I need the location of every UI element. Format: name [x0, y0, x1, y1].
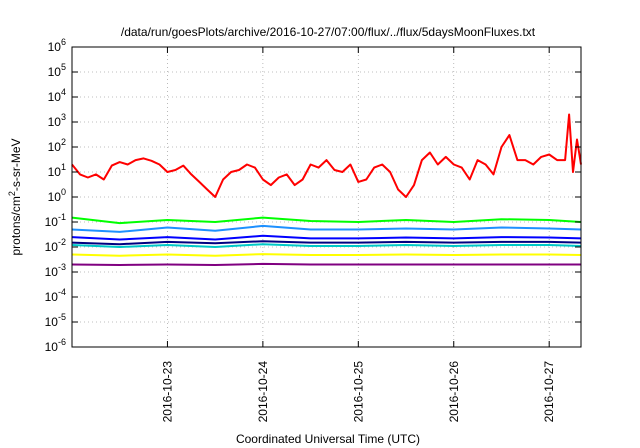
- y-axis-ticks: 10-6 10-5 10-4 10-3 10-2 10-1 100 101 102 103 104 1…: [45, 37, 581, 354]
- chart-title: /data/run/goesPlots/archive/2016-10-27/0…: [121, 25, 536, 39]
- y-tick-label: 10-3: [45, 262, 66, 279]
- x-tick-label: 2016-10-26: [447, 361, 461, 423]
- y-tick-label: 10-5: [45, 312, 66, 329]
- y-tick-label: 104: [48, 87, 66, 104]
- series-line: [71, 113, 582, 198]
- series-line: [71, 262, 581, 266]
- x-tick-label: 2016-10-23: [160, 361, 174, 423]
- series-line: [71, 243, 582, 248]
- series-line: [71, 224, 582, 233]
- y-tick-label: 101: [48, 162, 66, 179]
- y-tick-label: 10-6: [45, 337, 66, 354]
- y-tick-label: 10-1: [45, 212, 66, 229]
- series-line: [71, 216, 582, 225]
- series-layer: [71, 113, 582, 266]
- x-axis-label: Coordinated Universal Time (UTC): [236, 432, 420, 446]
- grid-lines: [72, 47, 581, 347]
- y-tick-label: 10-4: [45, 287, 66, 304]
- series-line: [71, 253, 582, 257]
- y-tick-label: 103: [48, 112, 66, 129]
- x-axis-ticks: 2016-10-23 2016-10-24 2016-10-25 2016-10-26…: [160, 47, 556, 422]
- x-tick-label: 2016-10-24: [256, 361, 270, 423]
- series-line: [71, 240, 582, 246]
- y-tick-label: 105: [48, 62, 66, 79]
- x-tick-label: 2016-10-25: [351, 361, 365, 423]
- y-tick-label: 10-2: [45, 237, 66, 254]
- series-line: [71, 234, 582, 241]
- y-tick-label: 100: [48, 187, 66, 204]
- x-tick-label: 2016-10-27: [542, 361, 556, 423]
- y-axis-label: protons/cm2-s-sr-MeV: [7, 138, 23, 255]
- y-tick-label: 102: [48, 137, 66, 154]
- y-tick-label: 106: [48, 37, 66, 54]
